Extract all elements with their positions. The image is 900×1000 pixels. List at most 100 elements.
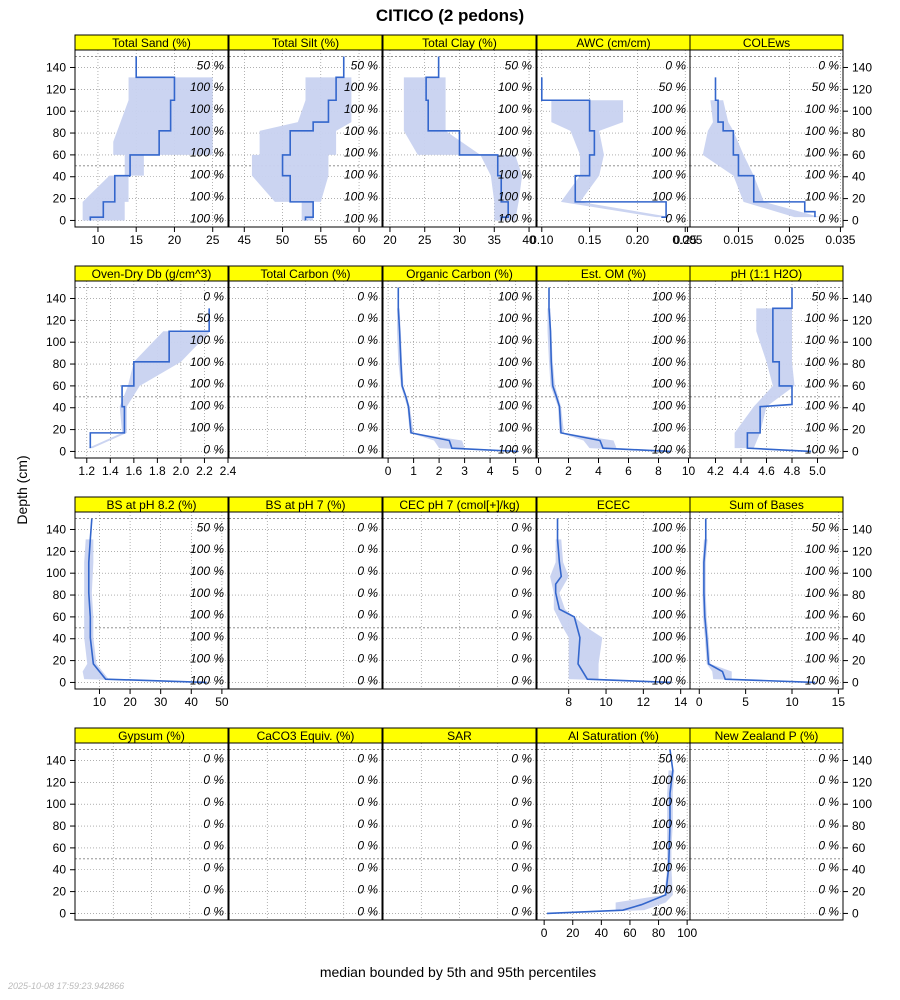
pct-label: 100 % — [190, 355, 224, 369]
pct-label: 50 % — [505, 58, 533, 72]
y-tick-label: 40 — [852, 863, 866, 877]
pct-label: 0 % — [511, 564, 532, 578]
pct-label: 0 % — [357, 311, 378, 325]
x-tick-label: 1.6 — [126, 464, 143, 478]
y-tick-label: 140 — [852, 753, 872, 767]
panel-grid: Total Sand (%)100 %100 %100 %100 %100 %1… — [46, 34, 872, 940]
pct-label: 0 % — [203, 773, 224, 787]
pct-label: 100 % — [805, 333, 839, 347]
pct-label: 0 % — [511, 542, 532, 556]
x-tick-label: 0.025 — [774, 233, 804, 247]
pct-label: 100 % — [190, 420, 224, 434]
pct-label: 100 % — [190, 333, 224, 347]
strip-label-ph-1-1-h2o: pH (1:1 H2O) — [731, 267, 802, 281]
y-tick-label: 20 — [53, 654, 67, 668]
x-tick-label: 4.2 — [707, 464, 724, 478]
y-tick-label: 60 — [852, 610, 866, 624]
x-tick-label: 25 — [206, 233, 220, 247]
pct-label: 100 % — [805, 586, 839, 600]
pct-label: 100 % — [498, 211, 532, 225]
pct-label: 100 % — [805, 399, 839, 413]
pct-label: 100 % — [652, 608, 686, 622]
pct-label: 0 % — [818, 211, 839, 225]
pct-label: 0 % — [818, 58, 839, 72]
y-tick-label: 140 — [852, 522, 872, 536]
x-tick-label: 20 — [168, 233, 182, 247]
y-tick-label: 140 — [46, 291, 66, 305]
strip-label-al-saturation: Al Saturation (%) — [568, 729, 659, 743]
y-tick-label: 100 — [852, 335, 872, 349]
median-line — [548, 287, 671, 453]
pct-label: 0 % — [511, 882, 532, 896]
pct-label: 100 % — [652, 673, 686, 687]
panel-plot-area — [547, 287, 674, 453]
median-line — [540, 77, 667, 218]
pct-label: 100 % — [652, 333, 686, 347]
x-tick-label: 0.15 — [578, 233, 602, 247]
x-tick-label: 2.0 — [173, 464, 190, 478]
pct-label: 100 % — [498, 355, 532, 369]
pct-label: 100 % — [805, 168, 839, 182]
x-tick-label: 60 — [623, 926, 637, 940]
pct-label: 0 % — [818, 904, 839, 918]
pct-label: 100 % — [652, 377, 686, 391]
panel-total-sand: Total Sand (%) 100 % 100 % 100 % 100 % 100 % 1… — [46, 34, 229, 247]
pct-label: 0 % — [357, 399, 378, 413]
y-tick-label: 80 — [852, 126, 866, 140]
x-tick-label: 10 — [682, 464, 696, 478]
percentile-band — [702, 100, 821, 218]
x-axis-label: median bounded by 5th and 95th percentil… — [320, 964, 596, 980]
panel-est-om: Est. OM (%) 100 % 100 % 100 % 100 % 100 % 100 … — [535, 265, 696, 478]
pct-label: 0 % — [357, 420, 378, 434]
pct-label: 100 % — [498, 124, 532, 138]
x-tick-label: 10 — [91, 233, 105, 247]
strip-label-caco3-equiv: CaCO3 Equiv. (%) — [257, 729, 355, 743]
y-tick-label: 60 — [53, 379, 67, 393]
pct-label: 100 % — [190, 608, 224, 622]
pct-label: 100 % — [805, 311, 839, 325]
pct-label: 0 % — [511, 751, 532, 765]
pct-label: 100 % — [805, 420, 839, 434]
percentile-band — [545, 770, 675, 914]
y-tick-label: 40 — [53, 170, 67, 184]
panel-border — [382, 511, 537, 690]
y-tick-label: 80 — [53, 819, 67, 833]
panel-plot-area — [251, 56, 352, 221]
median-line — [425, 56, 509, 221]
median-line — [703, 518, 816, 684]
x-tick-label: 5.0 — [809, 464, 826, 478]
y-tick-label: 40 — [852, 170, 866, 184]
pct-label: 100 % — [190, 399, 224, 413]
pct-label: 100 % — [498, 80, 532, 94]
y-tick-label: 80 — [53, 357, 67, 371]
panel-border — [74, 280, 229, 459]
pct-label: 100 % — [344, 146, 378, 160]
pct-label: 0 % — [357, 333, 378, 347]
pct-label: 100 % — [652, 146, 686, 160]
panel-border — [74, 49, 229, 228]
strip-label-oven-dry-db-g-cm-3: Oven-Dry Db (g/cm^3) — [92, 267, 212, 281]
y-tick-label: 60 — [53, 841, 67, 855]
x-tick-label: 15 — [832, 695, 846, 709]
pct-label: 100 % — [805, 146, 839, 160]
y-tick-label: 20 — [53, 423, 67, 437]
x-tick-label: 55 — [314, 233, 328, 247]
pct-label: 0 % — [357, 520, 378, 534]
panel-colews: COLEws 0 % 100 % 100 % 100 % 100 % 100 % 50 % 0 … — [672, 34, 872, 247]
x-tick-label: 40 — [522, 233, 536, 247]
pct-label: 100 % — [652, 168, 686, 182]
x-tick-label: 2 — [436, 464, 443, 478]
pct-label: 0 % — [357, 542, 378, 556]
y-tick-label: 20 — [852, 885, 866, 899]
strip-label-total-clay: Total Clay (%) — [422, 36, 497, 50]
y-tick-label: 120 — [46, 544, 66, 558]
pct-label: 100 % — [652, 442, 686, 456]
pct-label: 0 % — [203, 751, 224, 765]
panel-border — [689, 511, 844, 690]
strip-label-total-carbon: Total Carbon (%) — [260, 267, 350, 281]
pct-label: 100 % — [805, 651, 839, 665]
panel-border — [382, 742, 537, 921]
x-tick-label: 25 — [418, 233, 432, 247]
panel-caco3-equiv: CaCO3 Equiv. (%)0 %0 %0 %0 %0 %0 %0 %0 % — [228, 727, 383, 921]
pct-label: 100 % — [805, 608, 839, 622]
